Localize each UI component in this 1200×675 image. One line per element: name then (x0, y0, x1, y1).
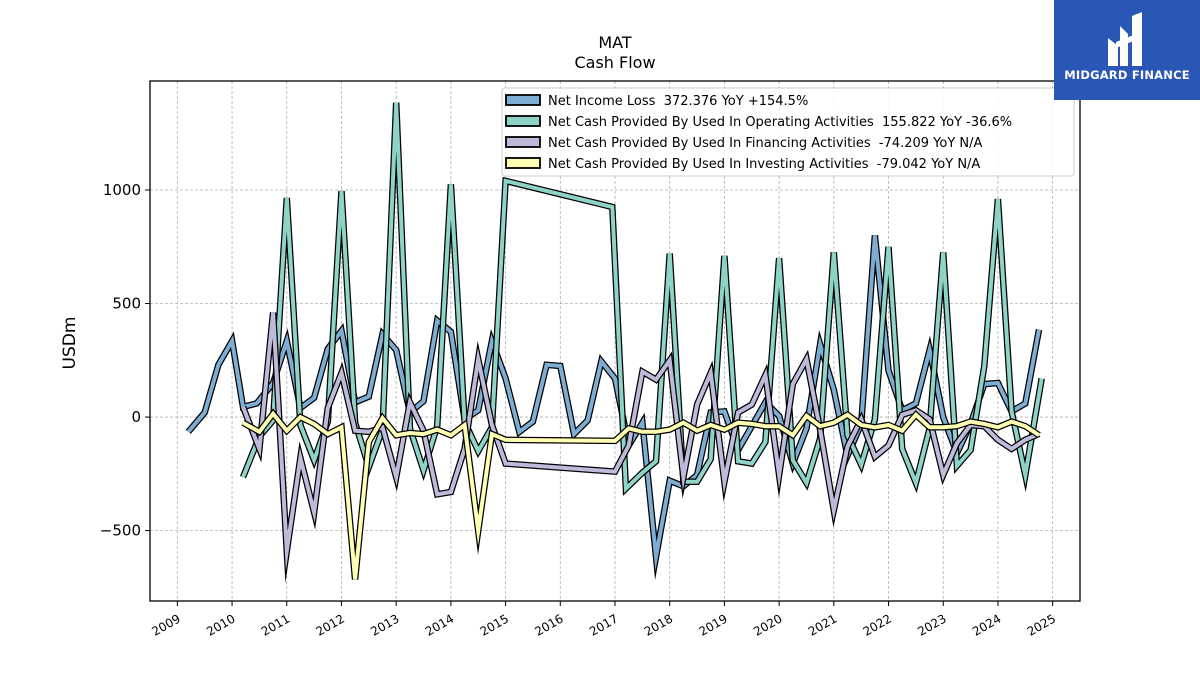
legend-item: Net Cash Provided By Used In Operating A… (505, 115, 1012, 130)
legend-label: Net Cash Provided By Used In Operating A… (548, 115, 1012, 130)
legend-item: Net Cash Provided By Used In Investing A… (505, 157, 980, 172)
legend-swatch (505, 115, 541, 127)
series-layer (185, 102, 1045, 584)
brand-logo: MIDGARD FINANCE (1054, 0, 1200, 100)
legend-swatch (505, 136, 541, 148)
y-tick-label: 500 (112, 295, 141, 313)
legend-swatch (505, 157, 541, 169)
y-axis-label: USDm (60, 317, 80, 370)
legend-label: Net Cash Provided By Used In Investing A… (548, 157, 980, 172)
chart-subtitle: Cash Flow (574, 53, 655, 72)
legend-swatch (505, 94, 541, 106)
y-tick-label: −500 (100, 522, 141, 540)
legend-item: Net Income Loss 372.376 YoY +154.5% (505, 94, 808, 109)
series-line (241, 102, 1044, 494)
series-2 (239, 102, 1045, 496)
legend-box (501, 87, 1075, 177)
legend-item: Net Cash Provided By Used In Financing A… (505, 136, 983, 151)
series-4 (241, 408, 1041, 580)
y-axis: −500 0 500 1000 (100, 181, 150, 540)
series-3 (239, 312, 1041, 584)
legend-label: Net Income Loss 372.376 YoY +154.5% (548, 94, 808, 109)
y-tick-label: 0 (131, 408, 141, 426)
legend-label: Net Cash Provided By Used In Financing A… (548, 136, 983, 151)
series-line (241, 312, 1040, 571)
logo-text: MIDGARD FINANCE (1064, 68, 1190, 82)
logo-mark-icon (1108, 12, 1142, 66)
chart-title: MAT (598, 33, 632, 52)
series-line (242, 410, 1041, 580)
y-tick-label: 1000 (103, 181, 141, 199)
legend: Net Income Loss 372.376 YoY +154.5% Net C… (501, 87, 1075, 177)
